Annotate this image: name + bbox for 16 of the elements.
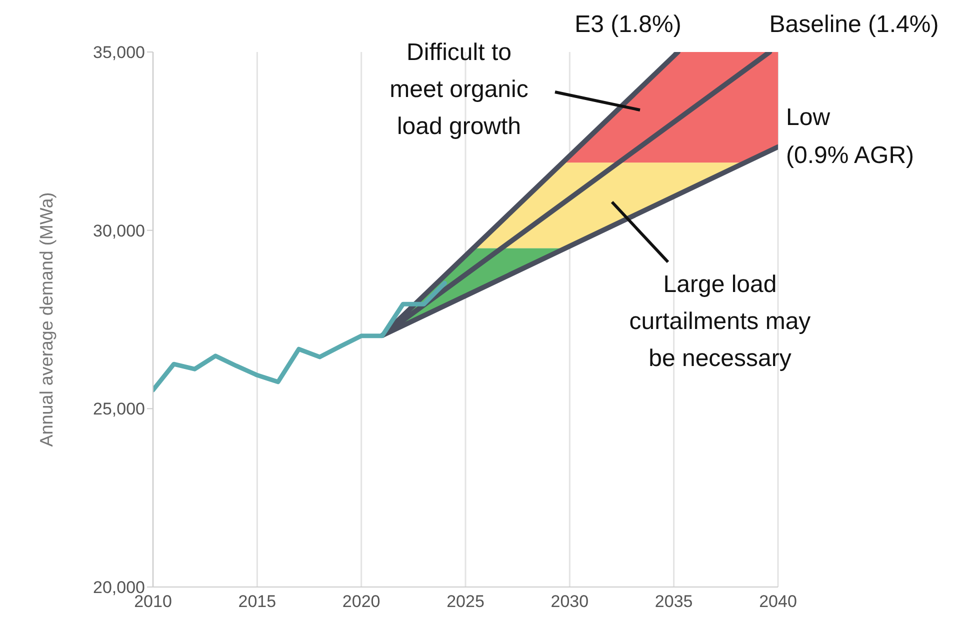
annotation: Large load curtailments may be necessary — [629, 271, 811, 372]
series-label: Baseline (1.4%) — [769, 11, 939, 38]
x-tick-label: 2015 — [238, 592, 276, 612]
y-tick-label: 30,000 — [93, 221, 145, 240]
x-tick-label: 2030 — [550, 592, 589, 612]
y-tick-label: 35,000 — [93, 43, 145, 62]
x-tick-label: 2040 — [759, 592, 797, 612]
x-tick-label: 2010 — [134, 592, 172, 612]
x-tick-label: 2035 — [654, 592, 693, 612]
x-tick-label: 2025 — [446, 592, 484, 612]
y-tick-label: 25,000 — [93, 400, 145, 419]
y-axis-title: Annual average demand (MWa) — [36, 192, 56, 447]
series-label: E3 (1.8%) — [574, 11, 682, 38]
annotation: Difficult to meet organic load growth — [390, 39, 528, 140]
series-label: Low (0.9% AGR) — [786, 104, 914, 169]
x-tick-label: 2020 — [342, 592, 380, 612]
